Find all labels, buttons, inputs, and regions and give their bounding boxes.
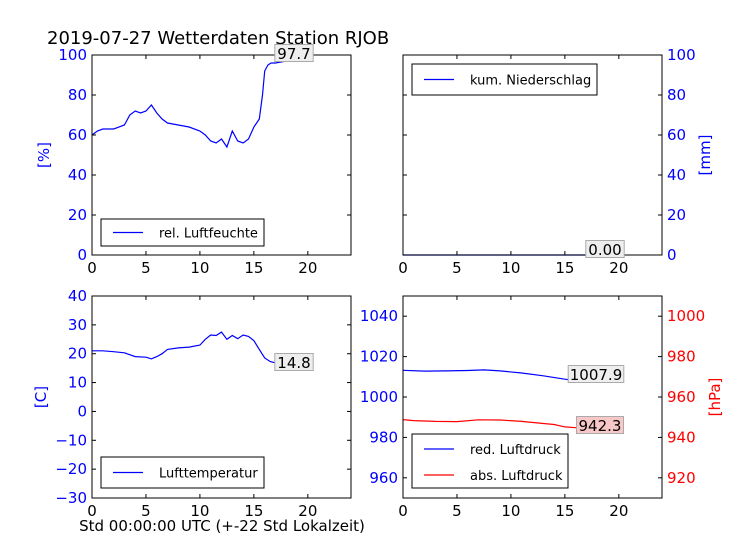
y-right-tick-label: 1000 <box>667 307 705 325</box>
legend-label: rel. Luftfeuchte <box>159 227 258 242</box>
plot-frame-precip <box>402 54 663 256</box>
y-tick-label: 60 <box>68 126 87 144</box>
value-annotation-temperature-0: 14.8 <box>274 353 314 372</box>
y-axis-label-pressure: [hPa] <box>706 378 724 417</box>
y-tick-label: 80 <box>68 86 87 104</box>
value-annotation-pressure-1: 942.3 <box>576 416 624 435</box>
y-axis-label-temperature: [C] <box>32 386 50 408</box>
y-tick-label: 960 <box>369 469 398 487</box>
x-tick-label: 20 <box>298 502 317 520</box>
y-tick-label: 100 <box>667 46 696 64</box>
y-tick-label: 60 <box>667 126 686 144</box>
y-tick-label: −10 <box>55 431 87 449</box>
panel-pressure: 0 5 10 15 20 960 980 1000 1020 1040 920 940 960 980 10… <box>360 295 724 520</box>
x-tick-label: 10 <box>501 259 520 277</box>
x-tick-label: 0 <box>398 259 408 277</box>
y-tick-label: 0 <box>77 246 87 264</box>
legend-humidity: rel. Luftfeuchte <box>100 218 265 247</box>
x-axis-label: Std 00:00:00 UTC (+-22 Std Lokalzeit) <box>79 517 365 535</box>
y-tick-label: −30 <box>55 489 87 507</box>
value-annotation-humidity-0: 97.7 <box>274 44 314 63</box>
y-tick-label: 80 <box>667 86 686 104</box>
panel-precip: 0 5 10 15 20 0 20 40 60 80 100 [mm] kum. Niederschla… <box>398 46 714 277</box>
plot-frame-humidity <box>91 54 352 256</box>
x-tick-label: 5 <box>141 259 151 277</box>
value-annotation-pressure-0-box <box>567 365 625 383</box>
x-tick-label: 5 <box>141 502 151 520</box>
value-annotation-pressure-1-box <box>576 416 624 434</box>
value-annotation-pressure-1-text: 942.3 <box>579 417 622 435</box>
legend-box <box>411 433 569 489</box>
value-annotation-pressure-0: 1007.9 <box>567 365 625 384</box>
x-tick-label: 10 <box>190 502 209 520</box>
value-annotation-precip-0: 0.00 <box>585 240 625 259</box>
y-tick-label: 10 <box>68 374 87 392</box>
y-axis-label-precip: [mm] <box>696 135 714 176</box>
x-tick-label: 5 <box>452 259 462 277</box>
legend-precip: kum. Niederschlag <box>411 63 598 96</box>
legend-label: Lufttemperatur <box>159 467 258 482</box>
figure-title: 2019-07-27 Wetterdaten Station RJOB <box>47 28 389 49</box>
value-annotation-temperature-0-box <box>274 353 314 371</box>
y-tick-label: 20 <box>667 206 686 224</box>
x-tick-label: 10 <box>501 502 520 520</box>
x-tick-label: 0 <box>87 259 97 277</box>
series-line-temperature-0 <box>92 331 308 370</box>
x-tick-label: 20 <box>609 502 628 520</box>
legend-pressure: red. Luftdruck abs. Luftdruck <box>411 433 569 489</box>
value-annotation-temperature-0-text: 14.8 <box>277 354 310 372</box>
y-tick-label: 20 <box>68 206 87 224</box>
y-tick-label: 30 <box>68 316 87 334</box>
y-tick-label: 1040 <box>360 307 398 325</box>
y-tick-label: 40 <box>68 287 87 305</box>
y-tick-label: 20 <box>68 345 87 363</box>
value-annotation-pressure-0-text: 1007.9 <box>570 366 623 384</box>
y-tick-label: 0 <box>77 402 87 420</box>
value-annotation-precip-0-text: 0.00 <box>588 241 621 259</box>
legend-temperature: Lufttemperatur <box>100 456 265 489</box>
legend-label: abs. Luftdruck <box>470 469 563 484</box>
series-line-humidity-0 <box>91 59 308 149</box>
x-tick-label: 0 <box>87 502 97 520</box>
x-tick-label: 15 <box>555 259 574 277</box>
x-tick-label: 5 <box>452 502 462 520</box>
y-tick-label: 980 <box>369 428 398 446</box>
x-tick-label: 20 <box>298 259 317 277</box>
y-right-tick-label: 940 <box>667 428 696 446</box>
y-right-tick-label: 980 <box>667 348 696 366</box>
legend-label: kum. Niederschlag <box>470 74 591 89</box>
x-tick-label: 20 <box>609 259 628 277</box>
x-tick-label: 0 <box>398 502 408 520</box>
plot-frame-temperature <box>91 295 352 499</box>
y-tick-label: −20 <box>55 460 87 478</box>
y-tick-label: 100 <box>58 46 87 64</box>
series-line-pressure-1 <box>402 419 619 434</box>
panel-humidity: 0 5 10 15 20 0 20 40 60 80 100 [%] rel. Luftfeuchte <box>35 46 352 277</box>
x-tick-label: 10 <box>190 259 209 277</box>
y-tick-label: 1020 <box>360 348 398 366</box>
y-tick-label: 40 <box>667 166 686 184</box>
y-right-tick-label: 920 <box>667 469 696 487</box>
y-right-tick-label: 960 <box>667 388 696 406</box>
value-annotation-humidity-0-box <box>274 44 314 62</box>
y-tick-label: 40 <box>68 166 87 184</box>
y-tick-label: 0 <box>667 246 677 264</box>
legend-label: red. Luftdruck <box>470 443 561 458</box>
x-tick-label: 15 <box>555 502 574 520</box>
value-annotation-precip-0-box <box>585 240 625 258</box>
panel-temperature: 0 5 10 15 20 −30 −20 −10 0 10 20 30 40 [C] Lufttempera… <box>32 287 352 520</box>
x-tick-label: 15 <box>244 502 263 520</box>
value-annotation-humidity-0-text: 97.7 <box>277 45 310 63</box>
y-axis-label-humidity: [%] <box>35 142 53 168</box>
y-tick-label: 1000 <box>360 388 398 406</box>
x-tick-label: 15 <box>244 259 263 277</box>
